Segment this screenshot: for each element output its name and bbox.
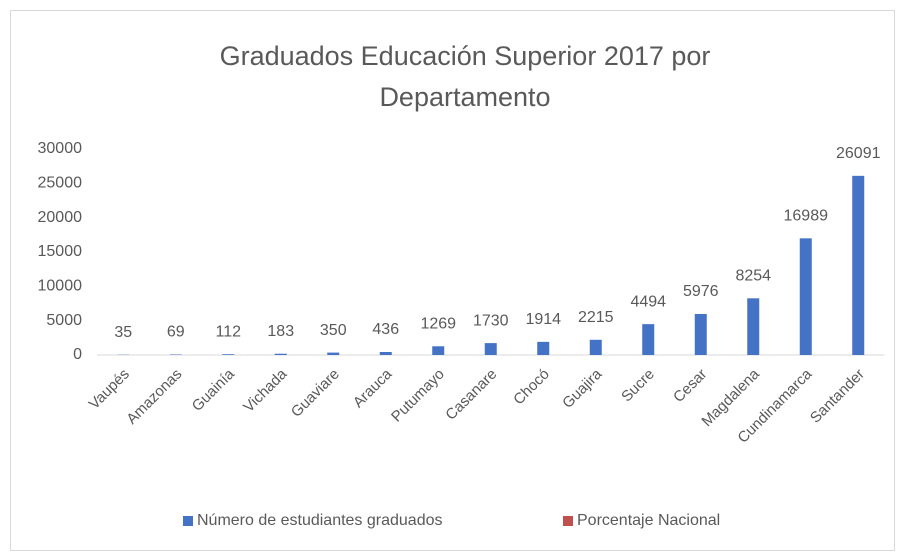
y-tick-label: 0 — [73, 346, 82, 363]
chart-title: Departamento — [379, 82, 550, 112]
y-tick-label: 25000 — [38, 175, 83, 192]
value-label: 436 — [372, 321, 399, 338]
value-label: 183 — [267, 323, 294, 340]
y-tick-label: 10000 — [38, 278, 83, 295]
bar — [694, 313, 707, 355]
legend-swatch — [563, 516, 573, 526]
bar — [642, 324, 655, 355]
value-label: 69 — [167, 324, 185, 341]
bar — [799, 238, 812, 355]
value-label: 112 — [215, 323, 241, 340]
value-label: 16989 — [784, 208, 829, 225]
value-label: 1269 — [420, 316, 456, 333]
y-tick-label: 30000 — [38, 140, 83, 157]
y-tick-label: 20000 — [38, 209, 83, 226]
legend-label: Número de estudiantes graduados — [197, 512, 443, 529]
value-label: 1730 — [473, 312, 509, 329]
bar — [379, 352, 392, 355]
chart-border — [10, 10, 895, 551]
y-tick-label: 5000 — [46, 312, 82, 329]
bar — [327, 352, 340, 355]
bar — [852, 175, 865, 355]
value-label: 350 — [320, 322, 347, 339]
bar — [589, 339, 602, 355]
y-tick-label: 15000 — [38, 243, 83, 260]
bar — [484, 343, 497, 355]
bar — [537, 341, 550, 355]
value-label: 1914 — [525, 311, 561, 328]
legend-label: Porcentaje Nacional — [577, 512, 720, 529]
bar — [432, 346, 445, 355]
value-label: 8254 — [735, 268, 771, 285]
value-label: 2215 — [578, 309, 614, 326]
value-label: 26091 — [836, 145, 881, 162]
bar — [274, 353, 287, 355]
bar — [747, 298, 760, 355]
value-label: 5976 — [683, 283, 719, 300]
legend-swatch — [183, 516, 193, 526]
value-label: 4494 — [630, 293, 666, 310]
value-label: 35 — [114, 324, 132, 341]
chart-title: Graduados Educación Superior 2017 por — [220, 41, 711, 71]
bar — [222, 354, 235, 355]
